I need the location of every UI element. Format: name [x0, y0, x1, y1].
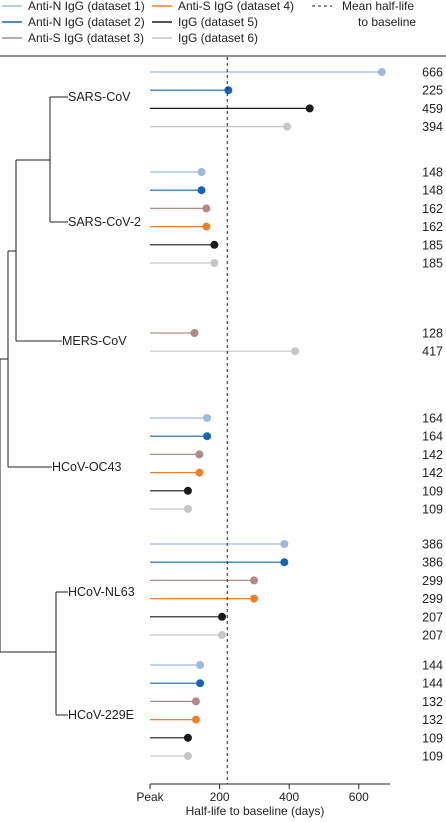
row-value-label-2-1: 417: [422, 345, 443, 359]
row-value-label-3-4: 109: [422, 484, 443, 498]
legend: Anti-N IgG (dataset 1) Anti-N IgG (datase…: [2, 0, 416, 45]
row-point-4-0: [280, 540, 289, 548]
row-point-3-4: [183, 486, 192, 495]
clade-label-1: SARS-CoV-2: [68, 215, 141, 229]
legend-label-s1: Anti-N IgG (dataset 1): [28, 0, 145, 13]
row-value-label-3-3: 142: [422, 466, 443, 480]
row-point-3-3: [195, 468, 204, 477]
row-point-1-0: [197, 168, 206, 176]
row-point-4-2: [250, 576, 259, 585]
row-point-2-0: [190, 329, 199, 337]
row-point-1-1: [197, 186, 206, 195]
row-value-label-0-3: 394: [422, 120, 443, 134]
row-value-label-0-0: 666: [422, 66, 443, 80]
row-value-label-2-0: 128: [422, 327, 443, 341]
legend-label-mean-2: to baseline: [358, 15, 416, 29]
row-point-5-2: [191, 697, 200, 706]
clade-label-2: MERS-CoV: [62, 334, 127, 348]
row-point-4-3: [250, 594, 259, 603]
x-axis: Peak 200 400 600: [136, 783, 391, 804]
clade-label-4: HCoV-NL63: [68, 585, 135, 599]
legend-label-s3: Anti-S IgG (dataset 3): [28, 31, 144, 45]
row-value-label-5-1: 144: [422, 677, 443, 691]
row-value-label-5-3: 132: [422, 713, 443, 727]
clade-label-3: HCoV-OC43: [52, 460, 122, 474]
clade-label-5: HCoV-229E: [68, 708, 134, 722]
row-point-0-3: [283, 122, 292, 131]
row-point-3-1: [203, 432, 212, 441]
row-point-5-5: [183, 752, 192, 760]
legend-label-s4: Anti-S IgG (dataset 4): [178, 0, 294, 13]
row-point-4-5: [218, 631, 227, 639]
row-point-5-3: [191, 715, 200, 724]
row-value-label-4-3: 299: [422, 592, 443, 606]
row-point-5-1: [196, 679, 205, 688]
row-point-5-4: [183, 733, 192, 742]
row-value-label-0-2: 459: [422, 102, 443, 116]
row-value-label-5-4: 109: [422, 731, 443, 745]
row-value-label-3-2: 142: [422, 448, 443, 462]
row-point-0-1: [224, 86, 233, 95]
row-value-label-1-3: 162: [422, 220, 443, 234]
row-point-1-3: [202, 222, 211, 231]
row-value-label-3-1: 164: [422, 430, 443, 444]
row-value-label-1-2: 162: [422, 202, 443, 216]
row-value-label-5-5: 109: [422, 750, 443, 764]
row-point-1-2: [202, 204, 211, 213]
x-tick-label-3: 600: [349, 790, 369, 804]
row-value-label-4-1: 386: [422, 556, 443, 570]
row-value-label-1-1: 148: [422, 184, 443, 198]
row-value-label-1-0: 148: [422, 166, 443, 180]
row-point-4-1: [280, 558, 289, 567]
legend-label-s5: IgG (dataset 5): [178, 15, 258, 29]
data-rows: 666 225 459 394 148 148 162 162 185 185 128 417 164 1…: [150, 66, 443, 764]
row-value-label-3-0: 164: [422, 412, 443, 426]
legend-label-s6: IgG (dataset 6): [178, 31, 258, 45]
row-point-3-5: [183, 505, 192, 513]
row-value-label-3-5: 109: [422, 503, 443, 517]
legend-label-mean-1: Mean half-life: [342, 0, 414, 13]
row-value-label-4-0: 386: [422, 538, 443, 552]
row-value-label-1-5: 185: [422, 257, 443, 271]
row-value-label-4-2: 299: [422, 574, 443, 588]
x-tick-label-0: Peak: [136, 790, 164, 804]
x-tick-label-1: 200: [210, 790, 230, 804]
row-point-5-0: [196, 661, 205, 669]
row-point-4-4: [218, 612, 227, 621]
row-point-0-0: [377, 68, 386, 76]
row-value-label-1-4: 185: [422, 238, 443, 252]
phylogenetic-tree: SARS-CoV SARS-CoV-2 MERS-CoV HCoV-OC43 HCoV-…: [0, 90, 141, 722]
row-value-label-0-1: 225: [422, 84, 443, 98]
row-value-label-4-4: 207: [422, 610, 443, 624]
row-point-3-0: [203, 414, 212, 422]
row-point-2-1: [291, 347, 300, 356]
x-axis-label: Half-life to baseline (days): [186, 804, 325, 818]
row-point-1-5: [210, 259, 219, 267]
legend-label-s2: Anti-N IgG (dataset 2): [28, 15, 145, 29]
row-point-0-2: [305, 104, 314, 113]
clade-label-0: SARS-CoV: [68, 90, 131, 104]
x-tick-label-2: 400: [279, 790, 299, 804]
row-value-label-4-5: 207: [422, 629, 443, 643]
row-point-1-4: [210, 240, 219, 249]
row-value-label-5-2: 132: [422, 695, 443, 709]
row-value-label-5-0: 144: [422, 659, 443, 673]
row-point-3-2: [195, 450, 204, 459]
